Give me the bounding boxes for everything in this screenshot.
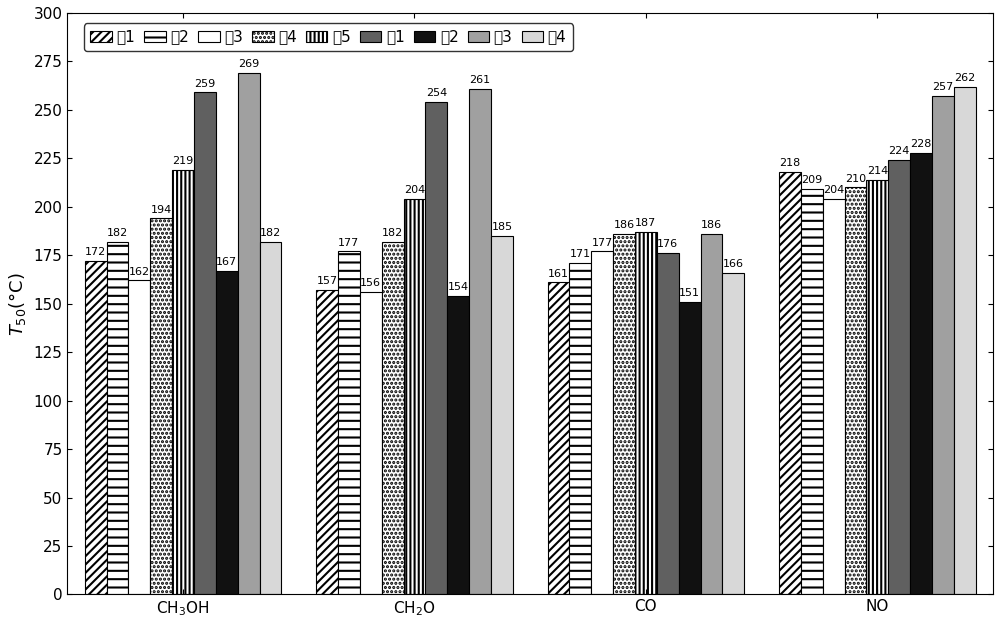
Text: 154: 154 xyxy=(448,282,469,292)
Text: 204: 204 xyxy=(823,185,844,195)
Bar xyxy=(657,253,679,594)
Bar xyxy=(569,263,591,594)
Bar xyxy=(548,282,569,594)
Text: 187: 187 xyxy=(635,218,657,228)
Text: 171: 171 xyxy=(570,249,591,259)
Bar xyxy=(194,92,216,594)
Text: 219: 219 xyxy=(172,156,194,166)
Bar xyxy=(801,189,823,594)
Bar xyxy=(85,261,107,594)
Bar xyxy=(425,102,447,594)
Bar xyxy=(823,199,845,594)
Text: 177: 177 xyxy=(338,238,360,248)
Bar xyxy=(491,236,513,594)
Text: 182: 182 xyxy=(107,228,128,238)
Text: 156: 156 xyxy=(360,278,381,288)
Y-axis label: $T_{50}$(°C): $T_{50}$(°C) xyxy=(7,272,28,336)
Bar xyxy=(404,199,425,594)
Bar xyxy=(172,170,194,594)
Bar xyxy=(635,232,657,594)
Text: 161: 161 xyxy=(548,269,569,279)
Bar xyxy=(216,271,238,594)
Text: 204: 204 xyxy=(404,185,425,195)
Text: 209: 209 xyxy=(801,176,822,186)
Bar xyxy=(469,89,491,594)
Text: 172: 172 xyxy=(85,248,106,258)
Text: 214: 214 xyxy=(867,166,888,176)
Text: 228: 228 xyxy=(910,139,932,149)
Text: 262: 262 xyxy=(954,72,975,82)
Text: 157: 157 xyxy=(317,276,338,286)
Bar xyxy=(701,234,722,594)
Bar xyxy=(679,302,701,594)
Text: 176: 176 xyxy=(657,239,678,249)
Bar xyxy=(910,152,932,594)
Text: 194: 194 xyxy=(151,204,172,214)
Bar xyxy=(128,281,150,594)
Bar xyxy=(888,160,910,594)
Bar xyxy=(238,73,260,594)
Text: 151: 151 xyxy=(679,288,700,298)
Text: 186: 186 xyxy=(614,220,635,230)
Text: 162: 162 xyxy=(129,267,150,277)
Bar xyxy=(722,272,744,594)
Bar xyxy=(338,251,360,594)
Text: 182: 182 xyxy=(260,228,281,238)
Text: 182: 182 xyxy=(382,228,403,238)
Text: 167: 167 xyxy=(216,257,237,267)
Text: 210: 210 xyxy=(845,174,866,184)
Text: 185: 185 xyxy=(491,222,512,232)
Bar xyxy=(932,96,954,594)
Bar xyxy=(360,292,382,594)
Bar xyxy=(316,290,338,594)
Text: 224: 224 xyxy=(889,146,910,156)
Text: 186: 186 xyxy=(701,220,722,230)
Bar xyxy=(260,242,281,594)
Bar xyxy=(866,179,888,594)
Text: 269: 269 xyxy=(238,59,259,69)
Text: 257: 257 xyxy=(932,82,954,92)
Bar xyxy=(382,242,404,594)
Bar xyxy=(591,251,613,594)
Text: 166: 166 xyxy=(723,259,744,269)
Bar xyxy=(845,188,866,594)
Bar xyxy=(107,242,128,594)
Text: 261: 261 xyxy=(470,74,491,84)
Bar xyxy=(150,218,172,594)
Text: 218: 218 xyxy=(779,158,801,168)
Legend: 剗1, 剗2, 剗3, 剗4, 剗5, 剷1, 剷2, 剷3, 剷4: 剗1, 剗2, 剗3, 剗4, 剗5, 剷1, 剷2, 剷3, 剷4 xyxy=(84,24,573,51)
Text: 254: 254 xyxy=(426,88,447,98)
Bar xyxy=(613,234,635,594)
Text: 177: 177 xyxy=(592,238,613,248)
Text: 259: 259 xyxy=(194,79,216,89)
Bar xyxy=(447,296,469,594)
Bar xyxy=(779,172,801,594)
Bar xyxy=(954,87,976,594)
